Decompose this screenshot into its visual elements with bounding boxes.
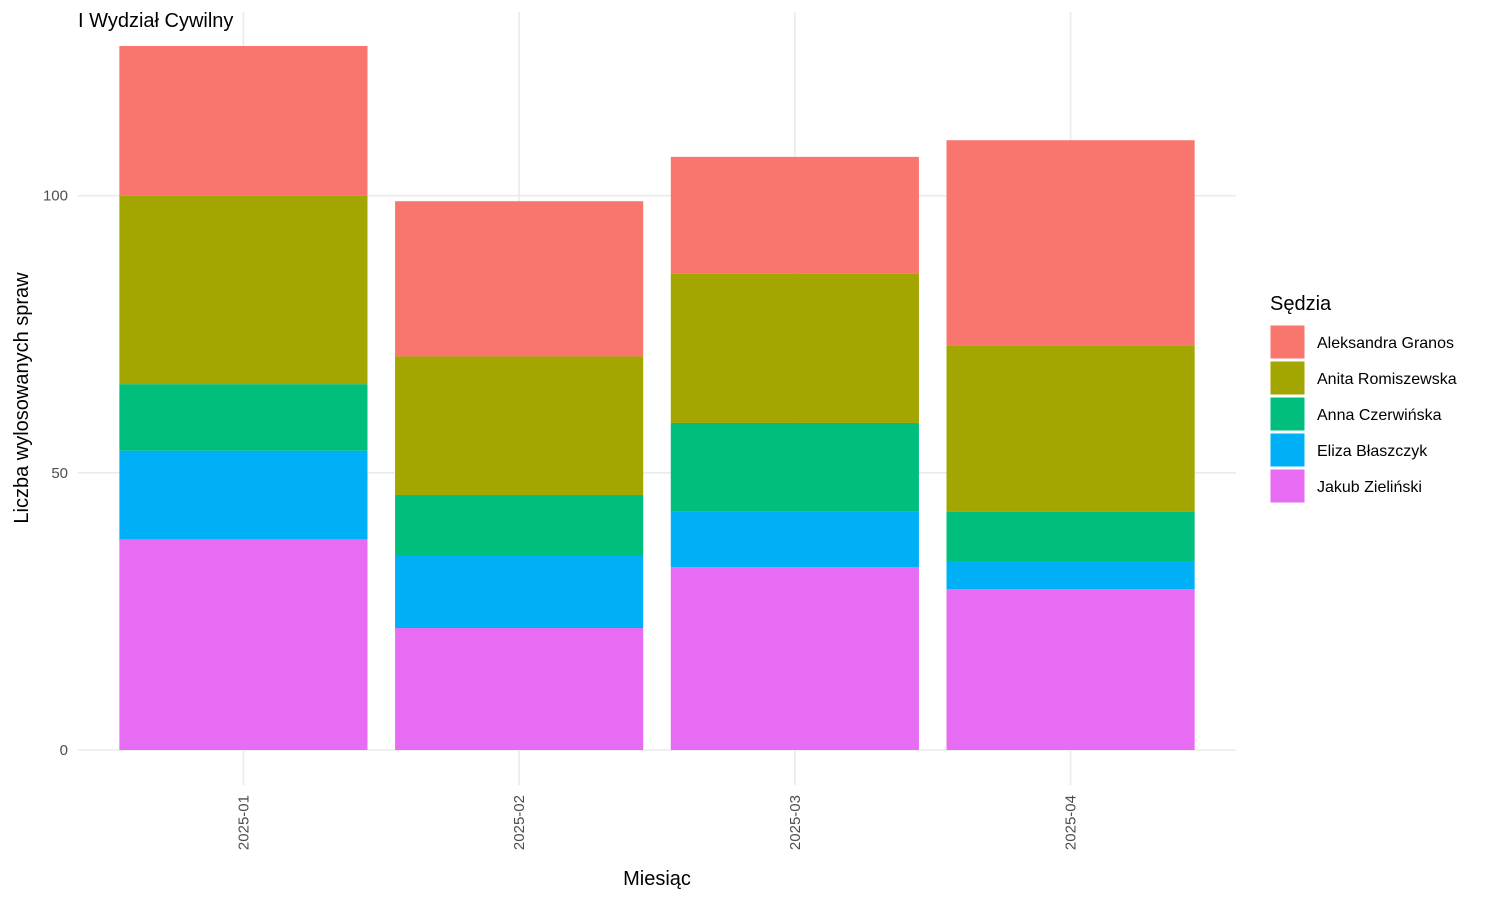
- y-axis-title: Liczba wylosowanych spraw: [11, 272, 33, 524]
- legend-items: Aleksandra Granos Anita Romiszewska Anna C…: [1269, 324, 1457, 504]
- bar-segment: [670, 273, 919, 423]
- bar-segment: [395, 495, 644, 556]
- x-tick-label: 2025-03: [787, 795, 804, 850]
- legend-label: Anita Romiszewska: [1317, 371, 1457, 388]
- bar-segment: [395, 356, 644, 496]
- bar-segment: [946, 345, 1195, 512]
- bar-segment: [395, 201, 644, 357]
- legend-item: Aleksandra Granos: [1269, 324, 1454, 360]
- bar-segment: [670, 511, 919, 568]
- bar-segment: [946, 589, 1195, 750]
- y-tick-label: 100: [43, 188, 68, 205]
- bar-segment: [119, 384, 368, 451]
- bar-segment: [670, 567, 919, 750]
- bars: [119, 46, 1195, 750]
- legend: Sędzia Aleksandra Granos Anita Romiszewsk…: [1269, 293, 1457, 504]
- legend-item: Eliza Błaszczyk: [1269, 432, 1428, 468]
- legend-label: Jakub Zieliński: [1317, 479, 1422, 496]
- legend-swatch: [1269, 468, 1306, 504]
- bar-segment: [119, 46, 368, 196]
- legend-item: Anna Czerwińska: [1269, 396, 1442, 432]
- y-tick-label: 0: [60, 742, 68, 759]
- x-tick-label: 2025-04: [1063, 795, 1080, 850]
- chart-title: I Wydział Cywilny: [78, 10, 233, 32]
- y-axis-ticks: 0 50 100: [43, 188, 68, 759]
- legend-label: Aleksandra Granos: [1317, 335, 1454, 352]
- x-tick-label: 2025-01: [235, 795, 252, 850]
- bar-segment: [946, 561, 1195, 590]
- y-tick-label: 50: [51, 465, 68, 482]
- legend-swatch: [1269, 324, 1306, 360]
- legend-swatch: [1269, 396, 1306, 432]
- bar-segment: [946, 511, 1195, 562]
- x-tick-label: 2025-02: [511, 795, 528, 850]
- legend-item: Anita Romiszewska: [1269, 360, 1457, 396]
- x-axis-ticks: 2025-01 2025-02 2025-03 2025-04: [235, 795, 1079, 850]
- bar-segment: [395, 555, 644, 629]
- legend-item: Jakub Zieliński: [1269, 468, 1422, 504]
- bar-segment: [946, 140, 1195, 346]
- bar-segment: [119, 195, 368, 385]
- bar-segment: [119, 450, 368, 540]
- bar-segment: [670, 156, 919, 274]
- bar-segment: [119, 539, 368, 750]
- legend-title: Sędzia: [1270, 293, 1332, 315]
- bar-segment: [670, 422, 919, 512]
- x-axis-title: Miesiąc: [623, 868, 691, 890]
- legend-label: Anna Czerwińska: [1317, 407, 1442, 424]
- legend-label: Eliza Błaszczyk: [1317, 443, 1428, 460]
- bar-segment: [395, 628, 644, 750]
- legend-swatch: [1269, 432, 1306, 468]
- legend-swatch: [1269, 360, 1306, 396]
